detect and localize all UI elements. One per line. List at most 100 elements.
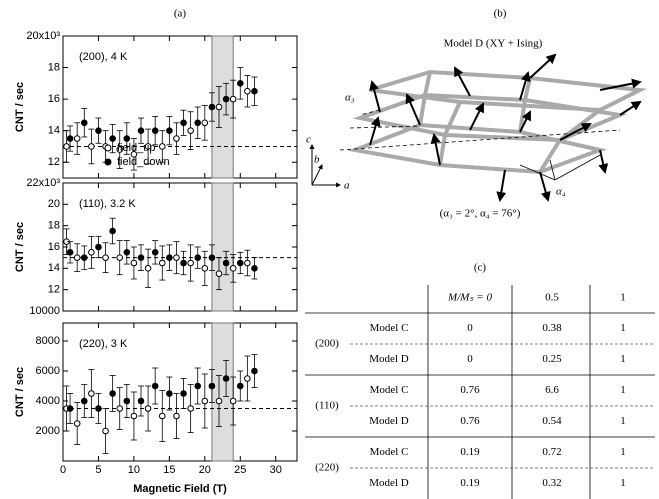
- point: [66, 249, 74, 256]
- point: [244, 375, 251, 382]
- point: [187, 405, 194, 412]
- point: [109, 390, 116, 397]
- y-tick-label: 22x10³: [26, 177, 60, 189]
- point: [158, 412, 166, 420]
- point: [187, 127, 194, 134]
- annotation: (220), 3 K: [79, 338, 128, 350]
- x-axis-label: Magnetic Field (T): [133, 483, 227, 495]
- point: [144, 265, 152, 272]
- table-cell: 0.19: [460, 446, 480, 458]
- lattice-diagram: Model D (XY + Ising) α₃ α₄ c b a: [306, 38, 647, 220]
- x-tick-label: 10: [128, 464, 140, 476]
- point: [116, 254, 124, 261]
- point: [187, 259, 194, 267]
- x-tick-label: 20: [199, 464, 211, 476]
- panel-label: (c): [474, 262, 487, 274]
- point: [88, 143, 95, 150]
- row-label: Model D: [369, 353, 408, 365]
- point: [201, 119, 209, 127]
- point: [215, 103, 223, 111]
- row-label: Model D: [369, 477, 408, 489]
- point: [151, 127, 159, 134]
- table: M/Mₛ = 0 0.5 1 (200) Model C 0 0.38 1 Model D 0 0.…: [305, 285, 655, 499]
- point: [123, 135, 131, 142]
- point: [144, 143, 152, 150]
- point: [251, 87, 258, 95]
- point: [102, 254, 109, 261]
- legend-label: field_down: [117, 156, 170, 168]
- point: [236, 259, 244, 267]
- point: [116, 146, 124, 153]
- point: [123, 397, 131, 405]
- lattice: [347, 69, 647, 175]
- plot-frame: [62, 322, 298, 462]
- x-tick-label: 30: [270, 464, 282, 476]
- row-label: Model C: [370, 384, 409, 396]
- y-axis-label: CNT / sec: [14, 222, 26, 272]
- point: [194, 254, 202, 261]
- point: [208, 254, 216, 261]
- point: [194, 382, 202, 390]
- point: [244, 259, 251, 267]
- point: [137, 127, 145, 134]
- point: [88, 390, 95, 397]
- y-tick-label: 14: [48, 262, 60, 274]
- point: [151, 382, 159, 390]
- axes-arrows: [309, 144, 341, 188]
- point: [236, 80, 244, 87]
- table-cell: 1: [620, 477, 626, 489]
- point: [123, 249, 131, 256]
- point: [158, 259, 166, 267]
- point: [180, 119, 187, 127]
- point: [229, 95, 237, 103]
- table-cell: 6.6: [545, 384, 559, 396]
- angle-label: α₄: [556, 186, 566, 198]
- table-cell: 1: [620, 322, 626, 334]
- column-header: 1: [620, 292, 626, 304]
- plot-frame: [62, 35, 298, 179]
- y-tick-label: 20x10³: [26, 30, 60, 42]
- y-tick-label: 6000: [36, 365, 60, 377]
- point: [251, 367, 258, 375]
- y-axis-label: CNT / sec: [14, 367, 26, 417]
- legend-label: field_up: [117, 142, 156, 154]
- row-label: Model D: [369, 415, 408, 427]
- point: [80, 119, 88, 127]
- point: [80, 397, 88, 405]
- point: [130, 412, 138, 420]
- point: [201, 397, 209, 405]
- diagram-caption: (α₃ = 2°, α₄ = 76°): [440, 208, 521, 220]
- table-cell: 0.38: [542, 322, 562, 334]
- point: [244, 87, 251, 95]
- point: [166, 254, 173, 261]
- table-cell: 0.19: [460, 477, 480, 489]
- annotation: (200), 4 K: [79, 51, 128, 63]
- y-axis-label: CNT / sec: [14, 82, 26, 132]
- point: [137, 397, 145, 405]
- point: [201, 265, 209, 272]
- y-tick-label: 4000: [36, 395, 60, 407]
- table-cell: 0.72: [542, 446, 561, 458]
- point: [222, 95, 230, 103]
- point: [229, 397, 237, 405]
- panel-label: (a): [174, 8, 187, 20]
- point: [66, 405, 74, 412]
- point: [73, 135, 81, 142]
- point: [173, 254, 180, 261]
- group-label: (110): [315, 400, 339, 412]
- highlight-band: [211, 322, 234, 462]
- table-cell: 1: [620, 384, 626, 396]
- axis-letter: b: [314, 154, 320, 166]
- point: [63, 143, 70, 150]
- point: [229, 265, 237, 272]
- y-tick-label: 8000: [36, 335, 60, 347]
- row-label: Model C: [370, 446, 409, 458]
- panel-label: (b): [494, 8, 507, 20]
- point: [80, 254, 88, 261]
- table-cell: 0: [467, 322, 473, 334]
- point: [151, 249, 159, 256]
- annotation: (110), 3.2 K: [79, 198, 136, 210]
- axis-letter: a: [344, 180, 350, 192]
- row-label: Model C: [370, 322, 409, 334]
- table-cell: 0.76: [460, 384, 480, 396]
